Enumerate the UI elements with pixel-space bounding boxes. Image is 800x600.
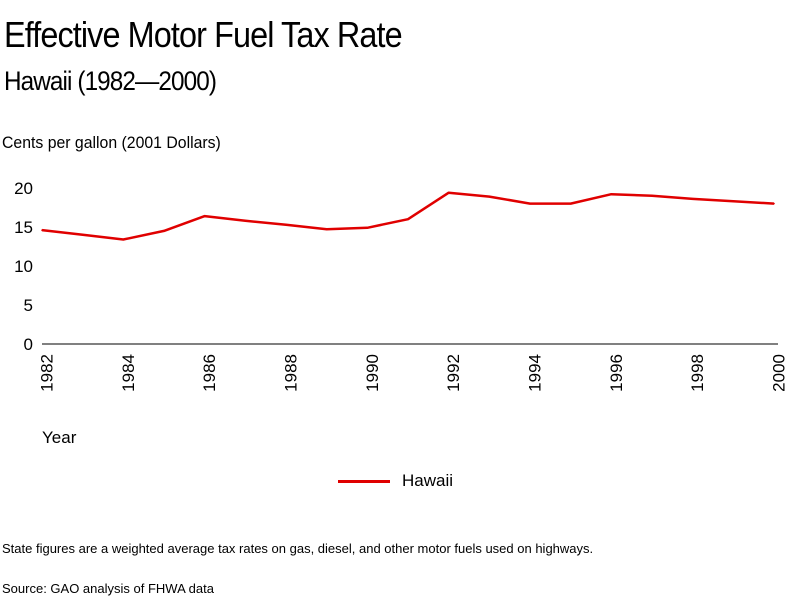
data-point <box>569 202 572 205</box>
data-point <box>732 200 735 203</box>
data-point <box>488 195 491 198</box>
data-point <box>163 230 165 232</box>
x-tick-label: 1992 <box>444 354 463 392</box>
x-tick-label: 1988 <box>281 354 300 392</box>
legend: Hawaii <box>338 471 453 491</box>
data-point <box>285 223 287 226</box>
data-point <box>244 219 247 222</box>
x-tick-label: 2000 <box>769 354 788 392</box>
data-point <box>81 234 84 236</box>
x-tick-label: 1982 <box>37 354 56 392</box>
chart-title: Effective Motor Fuel Tax Rate <box>4 14 403 55</box>
legend-swatch-hawaii <box>338 479 390 483</box>
y-axis-label: Cents per gallon (2001 Dollars) <box>2 133 221 152</box>
source-note: Source: GAO analysis of FHWA data <box>2 581 214 596</box>
data-point <box>325 228 328 231</box>
plot-area: 0 5 10 15 20 1982 1984 1986 1988 1990 1992 1994 1996… <box>14 179 788 392</box>
y-tick-label: 5 <box>24 296 33 315</box>
data-point <box>203 215 206 217</box>
x-tick-label: 1994 <box>525 354 544 392</box>
chart-subtitle: Hawaii (1982—2000) <box>4 66 217 96</box>
series-line-hawaii <box>41 191 775 241</box>
x-tick-label: 1998 <box>688 354 707 392</box>
data-point <box>691 198 694 200</box>
data-point <box>529 202 531 205</box>
y-tick-label: 20 <box>14 179 33 198</box>
data-point <box>122 238 125 241</box>
data-point <box>41 229 43 231</box>
data-point <box>447 191 450 194</box>
x-tick-label: 1990 <box>363 354 382 392</box>
data-point <box>366 226 369 229</box>
data-point <box>773 202 775 205</box>
x-axis-label: Year <box>42 428 77 447</box>
data-point <box>651 195 653 197</box>
legend-label-hawaii: Hawaii <box>402 471 454 490</box>
y-tick-label: 15 <box>14 218 33 237</box>
y-tick-label: 0 <box>24 335 33 354</box>
x-tick-label: 1986 <box>200 354 219 392</box>
data-point <box>407 218 409 220</box>
footnote: State figures are a weighted average tax… <box>2 541 594 556</box>
x-tick-label: 1984 <box>119 354 138 392</box>
data-point <box>610 193 613 196</box>
x-tick-label: 1996 <box>607 354 626 392</box>
y-tick-label: 10 <box>14 257 33 276</box>
